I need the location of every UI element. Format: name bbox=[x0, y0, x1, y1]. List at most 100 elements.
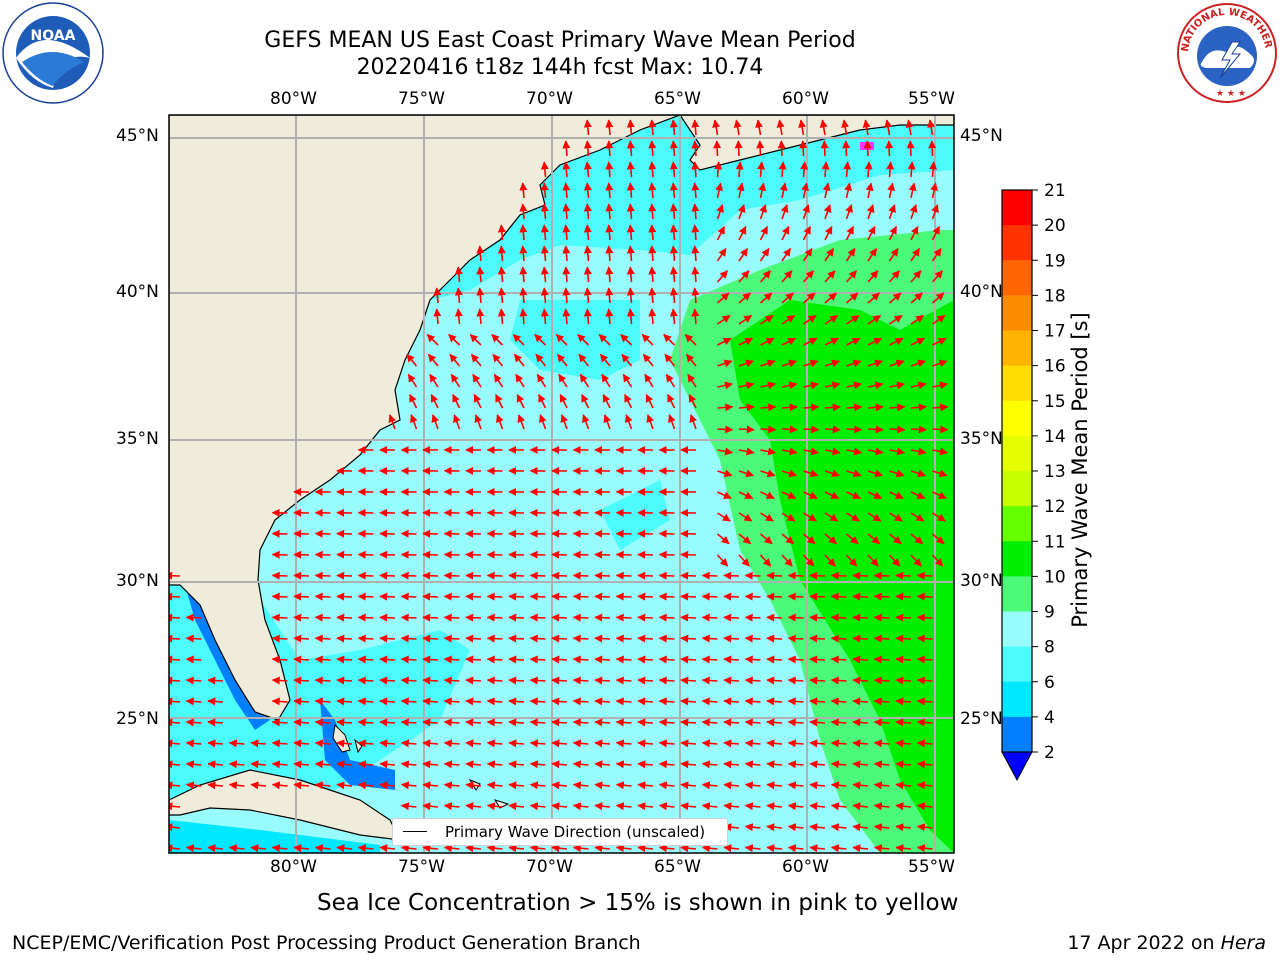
wave-direction-arrow bbox=[658, 655, 675, 664]
wave-direction-arrow bbox=[846, 447, 863, 456]
wave-direction-arrow bbox=[723, 718, 740, 727]
wave-direction-arrow bbox=[888, 554, 901, 567]
wave-direction-arrow bbox=[910, 225, 919, 241]
wave-direction-arrow bbox=[852, 697, 869, 706]
wave-direction-arrow bbox=[824, 292, 837, 304]
wave-direction-arrow bbox=[680, 613, 697, 622]
wave-direction-arrow bbox=[809, 823, 826, 832]
wave-direction-arrow bbox=[932, 447, 949, 456]
wave-direction-arrow bbox=[599, 353, 611, 367]
wave-direction-arrow bbox=[594, 760, 611, 769]
svg-text:★ ★ ★: ★ ★ ★ bbox=[1216, 89, 1246, 99]
wave-direction-arrow bbox=[465, 844, 482, 853]
wave-direction-arrow bbox=[648, 140, 657, 157]
wave-direction-arrow bbox=[738, 359, 754, 368]
wave-direction-arrow bbox=[819, 119, 828, 136]
footer-right: 17 Apr 2022 on Hera bbox=[1067, 932, 1266, 954]
wave-direction-arrow bbox=[759, 225, 769, 241]
wave-direction-arrow bbox=[889, 512, 903, 522]
wave-direction-arrow bbox=[422, 613, 439, 622]
wave-direction-arrow bbox=[852, 655, 869, 664]
wave-direction-arrow bbox=[529, 781, 546, 790]
wave-direction-arrow bbox=[271, 718, 288, 727]
wave-direction-arrow bbox=[470, 353, 482, 367]
wave-direction-arrow bbox=[824, 447, 841, 456]
wave-direction-arrow bbox=[744, 739, 761, 748]
wave-direction-arrow bbox=[605, 287, 614, 304]
wave-direction-arrow bbox=[540, 161, 549, 178]
wave-direction-arrow bbox=[583, 245, 592, 262]
wave-direction-arrow bbox=[809, 613, 826, 622]
wave-direction-arrow bbox=[637, 676, 654, 685]
wave-direction-arrow bbox=[594, 802, 611, 811]
wave-direction-arrow bbox=[777, 140, 786, 157]
wave-direction-arrow bbox=[787, 634, 804, 643]
wave-direction-arrow bbox=[551, 739, 568, 748]
wave-direction-arrow bbox=[895, 613, 912, 622]
wave-direction-arrow bbox=[508, 844, 525, 853]
wave-direction-arrow bbox=[798, 119, 807, 136]
wave-direction-arrow bbox=[927, 119, 936, 136]
wave-direction-arrow bbox=[867, 491, 883, 500]
wave-direction-arrow bbox=[637, 550, 654, 559]
wave-direction-arrow bbox=[642, 353, 654, 367]
wave-direction-arrow bbox=[895, 655, 912, 664]
wave-direction-arrow bbox=[723, 739, 740, 748]
wave-direction-arrow bbox=[271, 550, 288, 559]
wave-direction-arrow bbox=[658, 613, 675, 622]
wave-direction-arrow bbox=[888, 270, 900, 283]
wave-direction-arrow bbox=[407, 373, 418, 388]
wave-direction-arrow bbox=[540, 224, 549, 241]
wave-direction-arrow bbox=[680, 655, 697, 664]
wave-direction-arrow bbox=[830, 844, 847, 853]
wave-direction-arrow bbox=[778, 161, 787, 178]
wave-direction-arrow bbox=[680, 571, 697, 580]
colorbar-segment bbox=[1002, 506, 1032, 542]
lat-label-left-35n: 35°N bbox=[116, 429, 159, 449]
wave-direction-arrow bbox=[929, 161, 938, 178]
wave-direction-arrow bbox=[691, 182, 700, 199]
wave-direction-arrow bbox=[637, 655, 654, 664]
colorbar-segment bbox=[1002, 716, 1032, 753]
wave-direction-arrow bbox=[885, 140, 894, 157]
wave-direction-arrow bbox=[379, 592, 396, 601]
wave-direction-arrow bbox=[486, 718, 503, 727]
wave-direction-arrow bbox=[648, 203, 657, 220]
wave-direction-arrow bbox=[760, 491, 775, 500]
colorbar-segment bbox=[1002, 576, 1032, 613]
wave-direction-arrow bbox=[905, 119, 914, 136]
wave-direction-arrow bbox=[594, 655, 611, 664]
wave-direction-arrow bbox=[787, 718, 804, 727]
wave-direction-arrow bbox=[314, 718, 331, 727]
footer-date: 17 Apr 2022 on bbox=[1067, 932, 1221, 954]
wave-direction-arrow bbox=[379, 781, 396, 790]
wave-direction-arrow bbox=[473, 393, 482, 409]
wave-direction-arrow bbox=[534, 333, 547, 346]
wave-direction-arrow bbox=[688, 393, 697, 409]
wave-direction-arrow bbox=[867, 337, 883, 346]
wave-direction-arrow bbox=[336, 592, 353, 601]
wave-direction-arrow bbox=[910, 533, 924, 545]
wave-direction-arrow bbox=[540, 308, 549, 325]
wave-direction-arrow bbox=[766, 823, 783, 832]
wave-direction-arrow bbox=[738, 512, 753, 522]
wave-direction-arrow bbox=[357, 844, 374, 853]
wave-direction-arrow bbox=[615, 844, 632, 853]
wave-direction-arrow bbox=[766, 634, 783, 643]
wave-direction-arrow bbox=[400, 760, 417, 769]
wave-direction-arrow bbox=[738, 225, 747, 241]
wave-direction-arrow bbox=[465, 697, 482, 706]
wave-direction-arrow bbox=[579, 373, 590, 388]
wave-direction-arrow bbox=[723, 781, 740, 790]
wave-direction-arrow bbox=[486, 613, 503, 622]
wave-direction-arrow bbox=[873, 676, 890, 685]
wave-direction-arrow bbox=[717, 359, 733, 368]
wave-direction-arrow bbox=[701, 718, 718, 727]
wave-direction-arrow bbox=[759, 292, 773, 304]
wave-direction-arrow bbox=[185, 760, 202, 769]
lon-label-bottom-70w: 70°W bbox=[526, 857, 573, 877]
map-frame bbox=[168, 114, 955, 854]
wave-direction-arrow bbox=[916, 697, 933, 706]
wave-direction-arrow bbox=[738, 337, 754, 346]
wave-direction-arrow bbox=[529, 760, 546, 769]
